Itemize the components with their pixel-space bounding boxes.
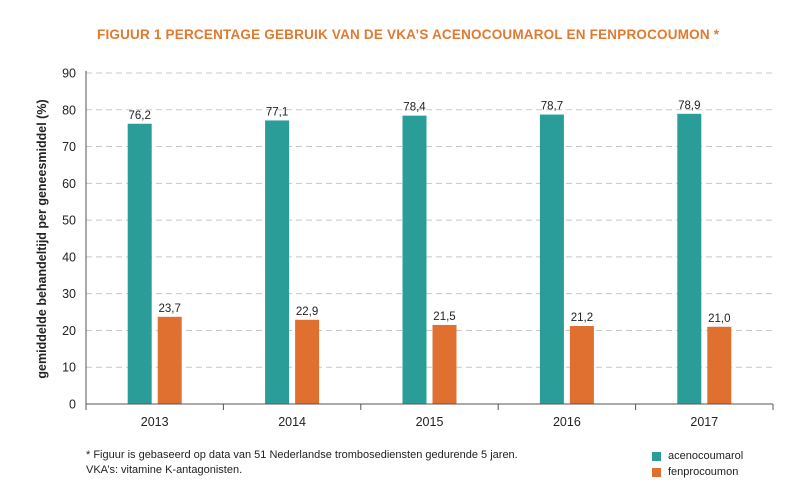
bar-fenprocoumon: [432, 324, 457, 404]
bar-fenprocoumon: [157, 316, 182, 404]
data-label: 78,9: [678, 100, 700, 112]
y-tick-label: 20: [62, 324, 76, 338]
x-tick-label: 2017: [690, 415, 718, 429]
data-label: 22,9: [296, 306, 318, 318]
chart-title: FIGUUR 1 PERCENTAGE GEBRUIK VAN DE VKA’S…: [97, 27, 720, 42]
y-tick-label: 10: [62, 361, 76, 375]
gridlines: [86, 72, 773, 368]
data-label: 21,5: [433, 311, 455, 323]
legend-swatch: [652, 467, 661, 477]
y-tick-label: 90: [62, 67, 76, 81]
data-label: 76,2: [129, 110, 151, 122]
x-axis: 2013 2014 2015 2016 2017: [85, 403, 774, 429]
legend-swatch: [652, 451, 661, 461]
bar-fenprocoumon: [295, 319, 320, 404]
bar-acenocoumarol: [402, 115, 427, 404]
bar-acenocoumarol: [265, 120, 290, 405]
y-tick-label: 30: [62, 287, 76, 301]
y-tick-label: 50: [62, 214, 76, 228]
y-tick-label: 80: [62, 103, 76, 117]
legend: acenocoumarol fenprocoumon: [652, 448, 743, 480]
footnote-line: * Figuur is gebaseerd op data van 51 Ned…: [86, 449, 518, 461]
bar-fenprocoumon: [707, 326, 732, 404]
x-tick-label: 2015: [416, 415, 444, 429]
y-tick-label: 0: [69, 398, 76, 412]
y-tick-label: 60: [62, 177, 76, 191]
x-tick-label: 2016: [553, 415, 581, 429]
bar-acenocoumarol: [539, 114, 564, 404]
data-label: 77,1: [266, 106, 288, 118]
footnote-line: VKA’s: vitamine K-antagonisten.: [86, 464, 243, 476]
legend-item-acenocoumarol: acenocoumarol: [652, 448, 743, 464]
x-tick-label: 2014: [278, 415, 306, 429]
legend-label: acenocoumarol: [668, 450, 744, 462]
data-label: 78,4: [403, 102, 426, 114]
y-tick-label: 70: [62, 140, 76, 154]
bar-acenocoumarol: [677, 113, 702, 404]
y-tick-label: 40: [62, 250, 76, 264]
bar-acenocoumarol: [127, 123, 152, 405]
bars: 76,2 23,7 77,1 22,9 78,4 21,5 78,7 21,2 78,9 21,0: [127, 100, 732, 405]
x-tick-label: 2013: [141, 415, 169, 429]
data-label: 21,0: [708, 313, 730, 325]
y-axis-label: gemiddelde behandeltijd per geneesmiddel…: [35, 99, 49, 378]
legend-item-fenprocoumon: fenprocoumon: [652, 464, 743, 480]
data-label: 78,7: [541, 101, 563, 113]
data-label: 21,2: [571, 312, 593, 324]
data-label: 23,7: [159, 303, 181, 315]
legend-label: fenprocoumon: [668, 466, 739, 478]
bar-fenprocoumon: [569, 326, 594, 404]
footnote: * Figuur is gebaseerd op data van 51 Ned…: [86, 448, 518, 478]
y-axis: 0 10 20 30 40 50 60 70 80 90: [62, 67, 87, 412]
